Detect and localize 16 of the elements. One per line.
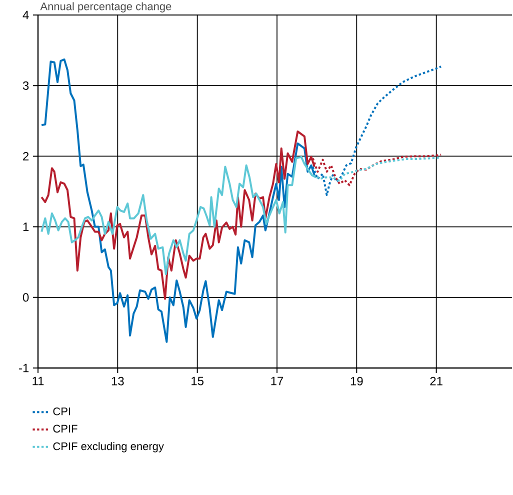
legend-label: CPIF [53,424,78,433]
y-tick-label: 0 [22,293,29,302]
chart-title: Annual percentage change [40,2,172,12]
y-tick-label: 1 [23,222,29,231]
legend-label: CPIF excluding energy [53,442,164,452]
y-tick-label: 3 [22,81,29,90]
y-tick-label: 4 [22,10,29,20]
x-tick-label: 17 [271,376,284,386]
x-tick-label: 21 [430,376,442,386]
x-tick-label: 13 [112,376,124,386]
x-tick-label: 19 [350,376,363,386]
x-tick-label: 11 [32,376,44,386]
y-tick-label: -1 [19,364,29,372]
y-tick-label: 2 [23,152,29,160]
x-tick-label: 15 [192,376,204,386]
legend-label: CPI [53,407,70,416]
